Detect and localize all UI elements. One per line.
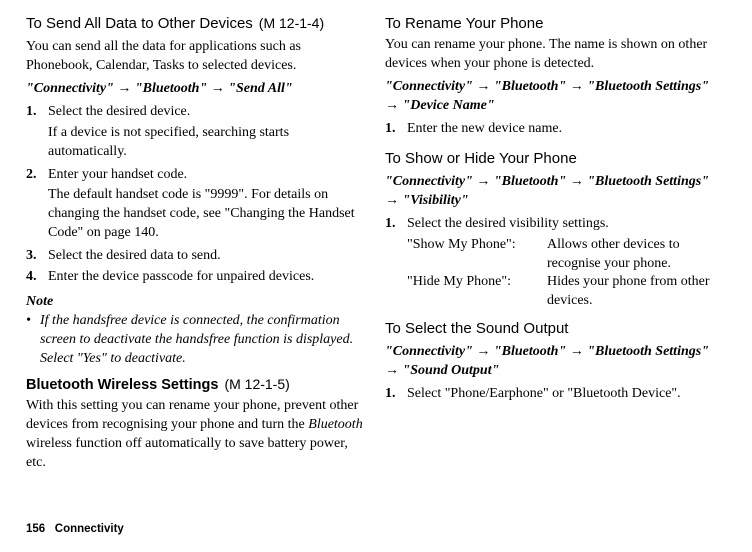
step-item: 2. Enter your handset code. [26,166,367,185]
arrow-icon: → [211,81,225,96]
definition-row: "Hide My Phone": Hides your phone from o… [407,273,726,311]
step-text: Select "Phone/Earphone" or "Bluetooth De… [407,385,726,404]
arrow-icon: → [117,81,131,96]
step-text: Select the desired data to send. [48,247,367,266]
arrow-icon: → [385,98,399,113]
path-part: "Bluetooth Settings" [587,79,709,94]
step-num: 4. [26,268,48,287]
arrow-icon: → [476,174,490,189]
path-part: "Bluetooth Settings" [587,174,709,189]
path-part: "Bluetooth" [494,79,566,94]
nav-path-visibility: "Connectivity" → "Bluetooth" → "Bluetoot… [385,173,726,211]
section-send-all-heading: To Send All Data to Other Devices (M 12-… [26,14,367,36]
path-part: "Connectivity" [26,81,114,96]
step-item: 1. Select the desired device. [26,103,367,122]
left-column: To Send All Data to Other Devices (M 12-… [26,14,367,477]
path-part: "Connectivity" [385,79,473,94]
note-item: • If the handsfree device is connected, … [26,312,367,369]
menu-ref: (M 12-1-4) [259,14,324,33]
subsection-title: Bluetooth Wireless Settings [26,376,218,396]
nav-path-send-all: "Connectivity" → "Bluetooth" → "Send All… [26,80,367,99]
step-num: 1. [385,215,407,234]
step-text: Enter your handset code. [48,166,367,185]
section-title: To Show or Hide Your Phone [385,149,726,169]
step-item: 3. Select the desired data to send. [26,247,367,266]
step-num: 1. [385,385,407,404]
bullet-icon: • [26,312,40,369]
step-num: 2. [26,166,48,185]
menu-ref: (M 12-1-5) [224,375,289,394]
step-item: 1. Select "Phone/Earphone" or "Bluetooth… [385,385,726,404]
step-num: 3. [26,247,48,266]
step-item: 4. Enter the device passcode for unpaire… [26,268,367,287]
path-part: "Connectivity" [385,174,473,189]
step-text: Enter the device passcode for unpaired d… [48,268,367,287]
path-part: "Bluetooth" [494,344,566,359]
path-part: "Send All" [228,81,292,96]
arrow-icon: → [476,344,490,359]
right-column: To Rename Your Phone You can rename your… [385,14,726,477]
section-title: To Rename Your Phone [385,14,726,34]
path-part: "Connectivity" [385,344,473,359]
section-title: To Select the Sound Output [385,319,726,339]
step-num: 1. [26,103,48,122]
arrow-icon: → [385,193,399,208]
section-intro: You can send all the data for applicatio… [26,38,367,76]
step-sub: The default handset code is "9999". For … [48,186,367,243]
section-title: To Send All Data to Other Devices [26,14,253,34]
arrow-icon: → [570,174,584,189]
def-desc: Hides your phone from other devices. [547,273,726,311]
path-part: "Visibility" [403,193,469,208]
section-bt-settings-heading: Bluetooth Wireless Settings (M 12-1-5) [26,375,367,396]
arrow-icon: → [570,344,584,359]
def-term: "Show My Phone": [407,236,547,274]
path-part: "Bluetooth" [135,81,207,96]
step-text: Select the desired visibility settings. [407,215,726,234]
step-item: 1. Enter the new device name. [385,120,726,139]
section-intro: With this setting you can rename your ph… [26,397,367,473]
path-part: "Device Name" [403,98,495,113]
definition-row: "Show My Phone": Allows other devices to… [407,236,726,274]
step-item: 1. Select the desired visibility setting… [385,215,726,234]
path-part: "Bluetooth Settings" [587,344,709,359]
intro-ital: Bluetooth [308,417,362,432]
step-sub: If a device is not specified, searching … [48,124,367,162]
page-footer: 156 Connectivity [26,522,124,538]
section-intro: You can rename your phone. The name is s… [385,36,726,74]
step-text: Enter the new device name. [407,120,726,139]
note-label: Note [26,293,367,312]
step-num: 1. [385,120,407,139]
note-text: If the handsfree device is connected, th… [40,312,367,369]
def-term: "Hide My Phone": [407,273,547,311]
arrow-icon: → [476,79,490,94]
nav-path-rename: "Connectivity" → "Bluetooth" → "Bluetoot… [385,78,726,116]
nav-path-sound: "Connectivity" → "Bluetooth" → "Bluetoot… [385,343,726,381]
intro-post: wireless function off automatically to s… [26,436,348,470]
path-part: "Bluetooth" [494,174,566,189]
step-text: Select the desired device. [48,103,367,122]
arrow-icon: → [570,79,584,94]
arrow-icon: → [385,363,399,378]
footer-label: Connectivity [55,523,124,535]
page-number: 156 [26,523,45,535]
def-desc: Allows other devices to recognise your p… [547,236,726,274]
path-part: "Sound Output" [403,363,500,378]
content-columns: To Send All Data to Other Devices (M 12-… [26,14,726,477]
